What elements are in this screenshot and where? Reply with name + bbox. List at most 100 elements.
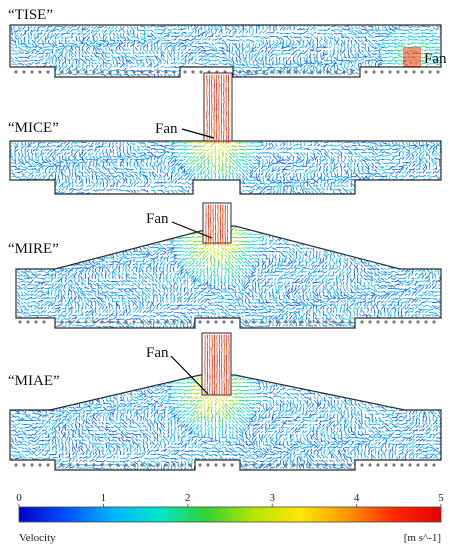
velocity-vector — [380, 244, 385, 247]
velocity-vector — [228, 29, 232, 34]
velocity-vector — [153, 26, 159, 29]
velocity-vector — [153, 236, 158, 239]
velocity-vector — [101, 227, 103, 231]
velocity-vector — [346, 244, 350, 246]
velocity-vector — [422, 153, 425, 157]
velocity-vector — [55, 32, 60, 37]
velocity-vector — [320, 32, 326, 36]
velocity-vector — [432, 144, 436, 147]
velocity-vector — [385, 29, 390, 32]
velocity-vector — [334, 176, 340, 179]
velocity-vector — [109, 188, 114, 191]
velocity-vector — [96, 230, 100, 235]
velocity-vector — [371, 159, 376, 162]
velocity-vector — [412, 191, 416, 194]
velocity-vector — [324, 162, 329, 166]
velocity-vector — [74, 51, 77, 55]
velocity-vector — [282, 236, 286, 239]
velocity-vector — [41, 161, 46, 164]
velocity-vector — [85, 162, 87, 167]
velocity-vector — [287, 56, 291, 61]
velocity-vector — [174, 35, 179, 38]
velocity-vector — [83, 56, 87, 58]
velocity-vector — [325, 165, 329, 171]
velocity-vector — [130, 182, 134, 188]
floor-slat — [172, 70, 176, 74]
velocity-vector — [62, 233, 66, 238]
velocity-vector — [66, 26, 70, 29]
velocity-vector — [336, 240, 341, 245]
velocity-vector — [242, 165, 246, 169]
velocity-vector — [282, 159, 288, 162]
velocity-vector — [361, 56, 367, 58]
velocity-vector — [391, 243, 395, 245]
velocity-vector — [261, 234, 265, 239]
velocity-vector — [201, 193, 205, 194]
velocity-vector — [55, 159, 59, 163]
velocity-vector — [103, 52, 108, 55]
velocity-vector — [184, 73, 188, 77]
velocity-vector — [215, 49, 219, 53]
velocity-vector — [374, 230, 378, 235]
velocity-vector — [85, 64, 89, 68]
velocity-vector — [142, 247, 147, 250]
velocity-vector — [65, 247, 69, 250]
velocity-vector — [83, 60, 87, 65]
velocity-vector — [28, 43, 32, 45]
velocity-vector — [238, 176, 241, 180]
velocity-vector — [232, 145, 237, 148]
velocity-vector — [385, 144, 390, 147]
velocity-vector — [306, 178, 311, 181]
velocity-vector — [426, 52, 431, 55]
velocity-vector — [422, 188, 427, 191]
velocity-vector — [323, 46, 329, 49]
velocity-vector — [92, 155, 95, 159]
velocity-vector — [377, 227, 380, 231]
velocity-vector — [313, 172, 316, 178]
velocity-vector — [60, 52, 63, 58]
velocity-vector — [283, 165, 288, 170]
velocity-vector — [114, 166, 118, 171]
velocity-vector — [67, 145, 70, 149]
velocity-vector — [421, 235, 425, 239]
velocity-vector — [228, 193, 231, 194]
velocity-vector — [143, 32, 146, 38]
velocity-vector — [368, 39, 372, 43]
velocity-vector — [164, 27, 167, 31]
velocity-vector — [378, 35, 384, 38]
velocity-vector — [259, 39, 263, 43]
velocity-vector — [30, 32, 33, 36]
velocity-vector — [255, 63, 260, 68]
velocity-vector — [218, 60, 221, 63]
velocity-vector — [38, 43, 42, 45]
velocity-vector — [87, 148, 91, 152]
velocity-vector — [130, 168, 135, 171]
velocity-vector — [218, 49, 224, 52]
velocity-vector — [126, 29, 129, 34]
velocity-vector — [309, 49, 315, 51]
velocity-vector — [204, 26, 206, 31]
velocity-vector — [111, 142, 114, 145]
velocity-vector — [264, 49, 267, 53]
velocity-vector — [296, 181, 301, 184]
velocity-vector — [63, 142, 67, 144]
velocity-vector — [290, 43, 295, 47]
velocity-vector — [195, 155, 199, 159]
velocity-vector — [259, 60, 262, 63]
velocity-vector — [208, 52, 213, 55]
velocity-vector — [199, 162, 203, 168]
velocity-vector — [81, 26, 84, 30]
velocity-vector — [142, 158, 145, 164]
floor-slat — [428, 70, 432, 74]
velocity-vector — [28, 159, 33, 161]
velocity-vector — [153, 144, 158, 147]
velocity-vector — [260, 49, 264, 53]
velocity-vector — [266, 169, 271, 174]
floor-slat — [310, 70, 314, 74]
velocity-vector — [97, 175, 101, 177]
velocity-vector — [55, 148, 60, 152]
velocity-vector — [196, 165, 199, 170]
velocity-vector — [435, 60, 441, 62]
velocity-vector — [28, 173, 32, 177]
velocity-vector — [265, 60, 267, 66]
